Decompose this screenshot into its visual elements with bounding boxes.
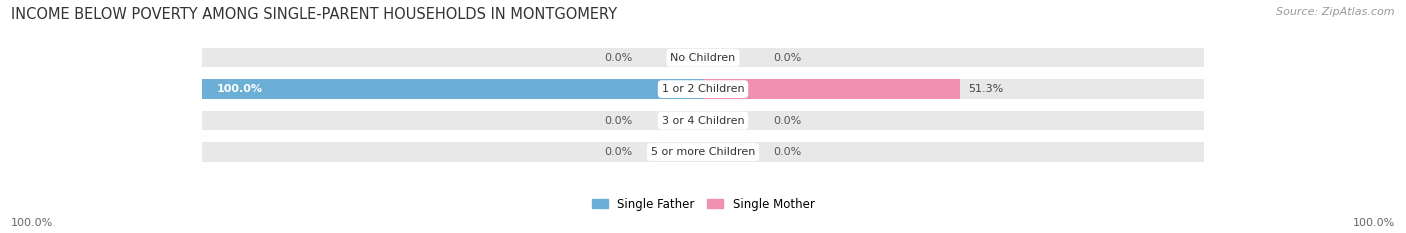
Bar [703,79,1205,99]
Bar [703,142,1205,162]
Text: No Children: No Children [671,53,735,63]
Text: 100.0%: 100.0% [1353,218,1395,228]
Text: 0.0%: 0.0% [773,147,801,157]
Bar [201,142,703,162]
Text: 100.0%: 100.0% [217,84,263,94]
Bar [703,79,960,99]
Text: 0.0%: 0.0% [605,116,633,126]
Text: 0.0%: 0.0% [605,147,633,157]
Text: 3 or 4 Children: 3 or 4 Children [662,116,744,126]
Text: 0.0%: 0.0% [605,53,633,63]
Legend: Single Father, Single Mother: Single Father, Single Mother [586,193,820,216]
Bar [703,111,1205,130]
Text: 1 or 2 Children: 1 or 2 Children [662,84,744,94]
Text: 0.0%: 0.0% [773,53,801,63]
Text: Source: ZipAtlas.com: Source: ZipAtlas.com [1277,7,1395,17]
Bar [201,79,703,99]
Bar [703,48,1205,67]
Text: 100.0%: 100.0% [11,218,53,228]
Text: 0.0%: 0.0% [773,116,801,126]
Text: 5 or more Children: 5 or more Children [651,147,755,157]
Bar [201,111,703,130]
Text: 51.3%: 51.3% [967,84,1002,94]
Bar [201,48,703,67]
Text: INCOME BELOW POVERTY AMONG SINGLE-PARENT HOUSEHOLDS IN MONTGOMERY: INCOME BELOW POVERTY AMONG SINGLE-PARENT… [11,7,617,22]
Bar [201,79,703,99]
